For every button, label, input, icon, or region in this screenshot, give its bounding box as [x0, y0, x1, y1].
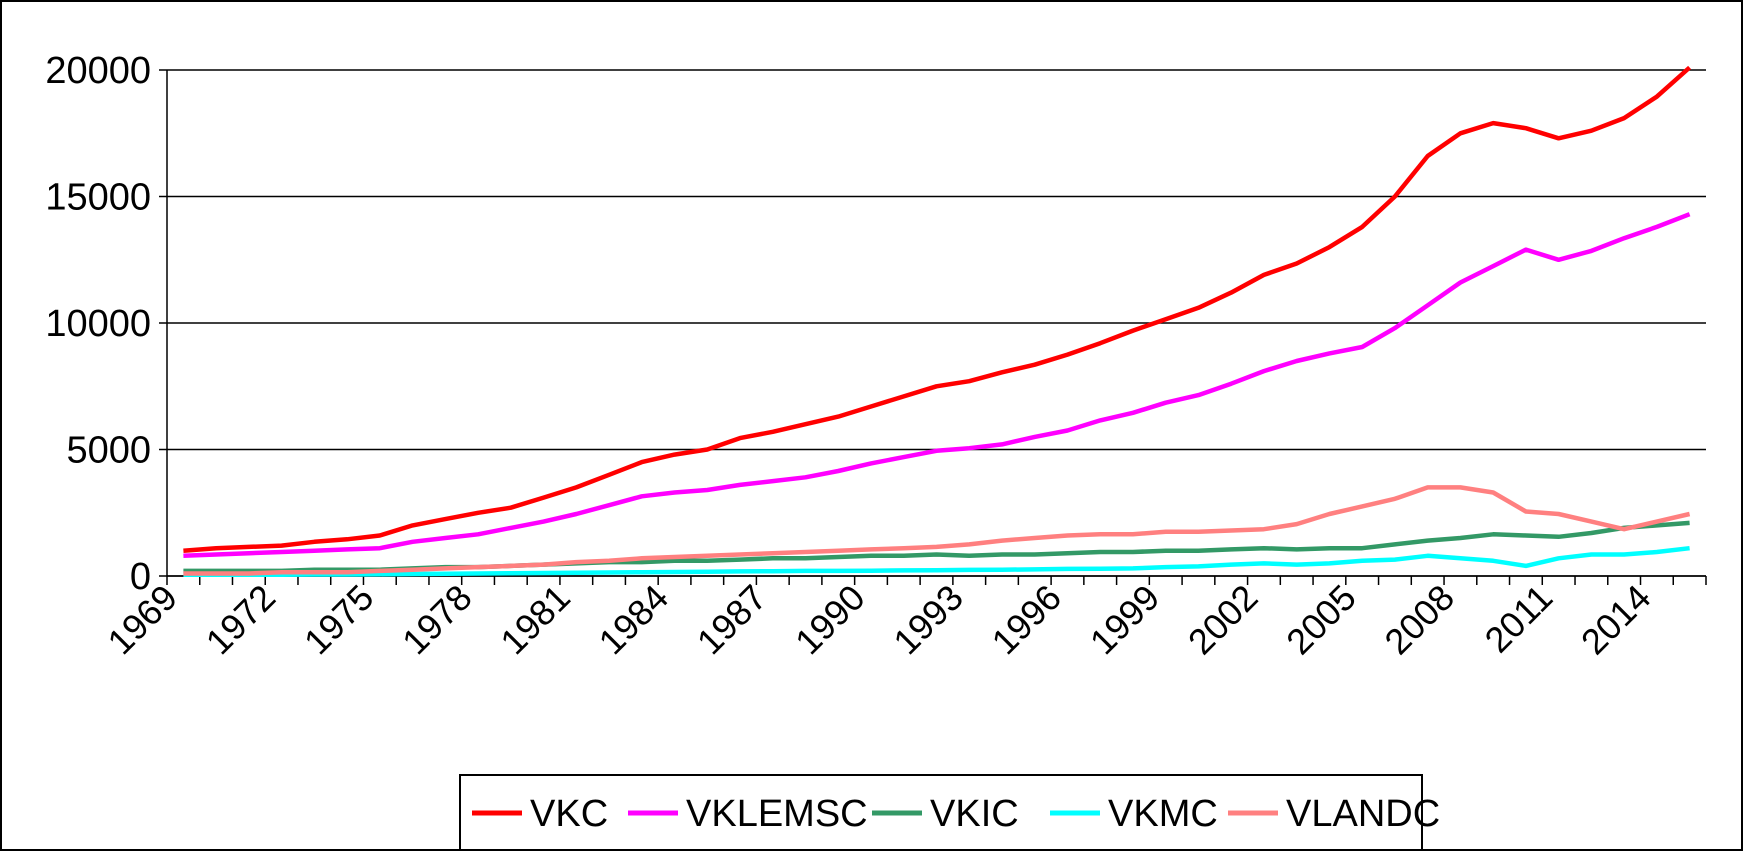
- y-tick-label: 0: [130, 556, 151, 598]
- y-tick-label: 20000: [45, 50, 151, 92]
- line-series: [183, 545, 1690, 577]
- legend-label: VKIC: [930, 793, 1019, 835]
- legend-label: VKLEMSC: [686, 793, 868, 835]
- legend-label: VKMC: [1108, 793, 1218, 835]
- legend-label: VLANDC: [1286, 793, 1440, 835]
- line-series: [183, 65, 1692, 553]
- y-tick-label: 5000: [66, 430, 151, 472]
- line-series: [183, 485, 1691, 576]
- line-series: [183, 212, 1691, 559]
- y-tick-label: 15000: [45, 177, 151, 219]
- legend-label: VKC: [530, 793, 608, 835]
- y-tick-label: 10000: [45, 303, 151, 345]
